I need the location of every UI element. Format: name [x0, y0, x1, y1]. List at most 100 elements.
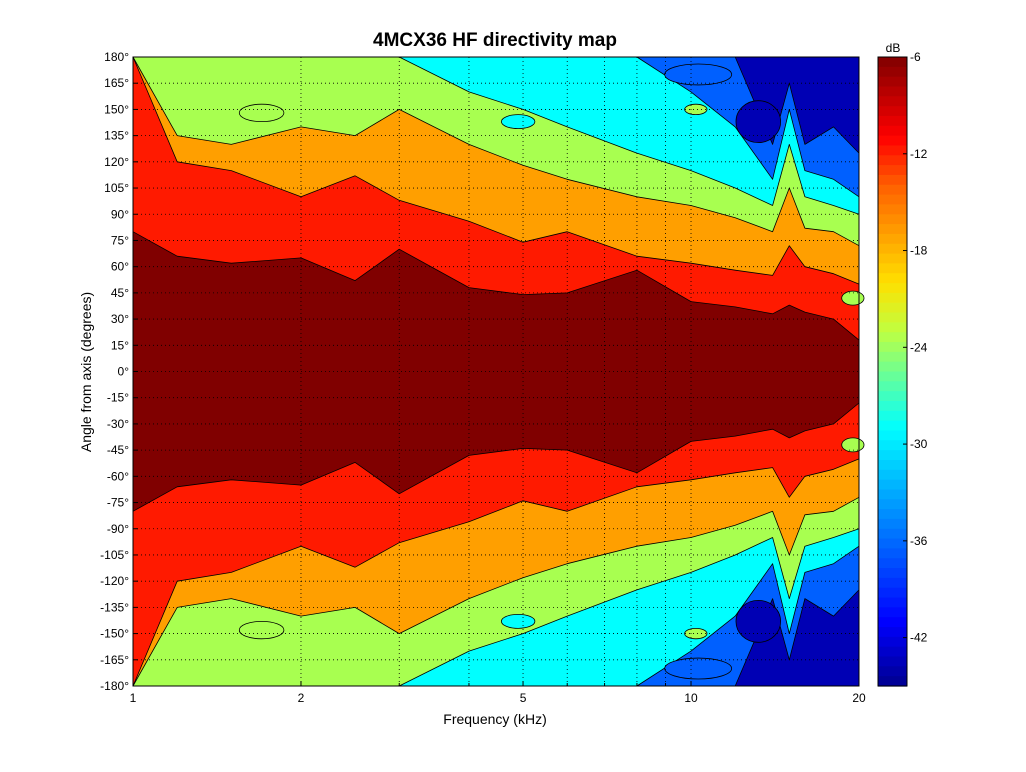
x-tick-label: 10 — [684, 691, 698, 705]
y-tick-label: -165° — [100, 653, 129, 667]
y-tick-label: 165° — [104, 76, 129, 90]
colorbar-segment — [878, 568, 907, 579]
contour-pocket — [841, 290, 865, 306]
y-tick-label: 150° — [104, 102, 129, 116]
colorbar-segment — [878, 322, 907, 333]
colorbar-segment — [878, 676, 907, 687]
y-tick-label: -180° — [100, 679, 129, 693]
y-tick-label: -60° — [107, 469, 129, 483]
colorbar-segment — [878, 86, 907, 97]
colorbar-segment — [878, 263, 907, 274]
contour-pocket — [501, 613, 536, 629]
colorbar-tick-label: -18 — [910, 244, 928, 258]
contour-pocket — [238, 103, 285, 123]
colorbar-segment — [878, 450, 907, 461]
contour-pocket — [664, 63, 733, 86]
colorbar-segment — [878, 243, 907, 255]
y-tick-label: 90° — [111, 207, 129, 221]
colorbar-segment — [878, 597, 907, 608]
x-tick-label: 5 — [520, 691, 527, 705]
colorbar-segment — [878, 233, 907, 245]
colorbar-tick-label: -36 — [910, 534, 928, 548]
colorbar-segment — [878, 391, 907, 402]
colorbar-unit-label: dB — [886, 41, 901, 55]
colorbar-segment — [878, 430, 907, 441]
colorbar-tick-label: -12 — [910, 147, 928, 161]
colorbar-segment — [878, 371, 907, 382]
y-tick-label: 135° — [104, 129, 129, 143]
colorbar-segment — [878, 283, 907, 294]
colorbar-segment — [878, 381, 907, 392]
x-tick-label: 20 — [852, 691, 866, 705]
colorbar-segment — [878, 607, 907, 618]
x-tick-label: 1 — [130, 691, 137, 705]
colorbar-segment — [878, 361, 907, 373]
colorbar-tick-label: -24 — [910, 340, 928, 354]
colorbar-segment — [878, 135, 907, 147]
colorbar-segment — [878, 174, 907, 186]
colorbar-segment — [878, 106, 907, 117]
colorbar-segment — [878, 479, 907, 491]
colorbar-segment — [878, 538, 907, 550]
colorbar-segment — [878, 332, 907, 343]
colorbar-segment — [878, 66, 907, 78]
colorbar-segment — [878, 627, 907, 638]
colorbar-segment — [878, 577, 907, 589]
contour-pocket — [238, 620, 285, 640]
y-tick-label: 75° — [111, 233, 129, 247]
colorbar-segment — [878, 253, 907, 264]
chart-title: 4MCX36 HF directivity map — [373, 30, 617, 51]
colorbar-segment — [878, 400, 907, 412]
grid-lines — [133, 57, 859, 686]
colorbar-segment — [878, 351, 907, 363]
y-tick-label: 0° — [118, 365, 130, 379]
colorbar-segment — [878, 509, 907, 520]
colorbar-segment — [878, 96, 907, 107]
colorbar: -6 -12 -18 -24 -30 -36 -42 dB — [877, 41, 928, 687]
y-tick-label: 120° — [104, 155, 129, 169]
y-tick-label: -45° — [107, 443, 129, 457]
contour-pocket — [841, 437, 865, 453]
colorbar-segment — [878, 224, 907, 235]
colorbar-segment — [878, 194, 907, 206]
colorbar-segment — [878, 204, 907, 215]
colorbar-tick-label: -30 — [910, 437, 928, 451]
y-axis: 180° 165° 150° 135° 120° 105° 90° 75° 60° 45° 30° 1… — [100, 50, 138, 693]
y-tick-label: -90° — [107, 522, 129, 536]
colorbar-segment — [878, 666, 907, 677]
colorbar-segment — [878, 312, 907, 323]
contour-pocket — [735, 100, 782, 144]
contour-plot-area — [132, 56, 865, 687]
colorbar-segment — [878, 342, 907, 353]
colorbar-segment — [878, 184, 907, 196]
colorbar-segment — [878, 518, 907, 530]
y-tick-label: -120° — [100, 574, 129, 588]
colorbar-segment — [878, 57, 907, 68]
y-axis-label: Angle from axis (degrees) — [78, 292, 94, 452]
colorbar-segment — [878, 155, 907, 166]
colorbar-segment — [878, 646, 907, 658]
colorbar-frame — [877, 56, 908, 687]
y-tick-label: -15° — [107, 391, 129, 405]
y-tick-label: -105° — [100, 548, 129, 562]
colorbar-segment — [878, 410, 907, 422]
colorbar-segment — [878, 636, 907, 648]
x-tick-label: 2 — [298, 691, 305, 705]
contour-pocket — [684, 627, 708, 640]
colorbar-segment — [878, 165, 907, 176]
colorbar-segment — [878, 469, 907, 481]
colorbar-tick-label: -42 — [910, 631, 928, 645]
colorbar-segment — [878, 145, 907, 156]
colorbar-segment — [878, 214, 907, 225]
contour-pocket — [684, 103, 708, 116]
colorbar-tick-label: -6 — [910, 50, 921, 64]
y-tick-label: -75° — [107, 496, 129, 510]
colorbar-segment — [878, 617, 907, 628]
x-axis-label: Frequency (kHz) — [443, 711, 546, 727]
y-tick-label: 15° — [111, 338, 129, 352]
colorbar-segment — [878, 459, 907, 471]
contour-pocket — [735, 599, 782, 643]
y-tick-label: -135° — [100, 600, 129, 614]
contour-pocket — [664, 657, 733, 680]
